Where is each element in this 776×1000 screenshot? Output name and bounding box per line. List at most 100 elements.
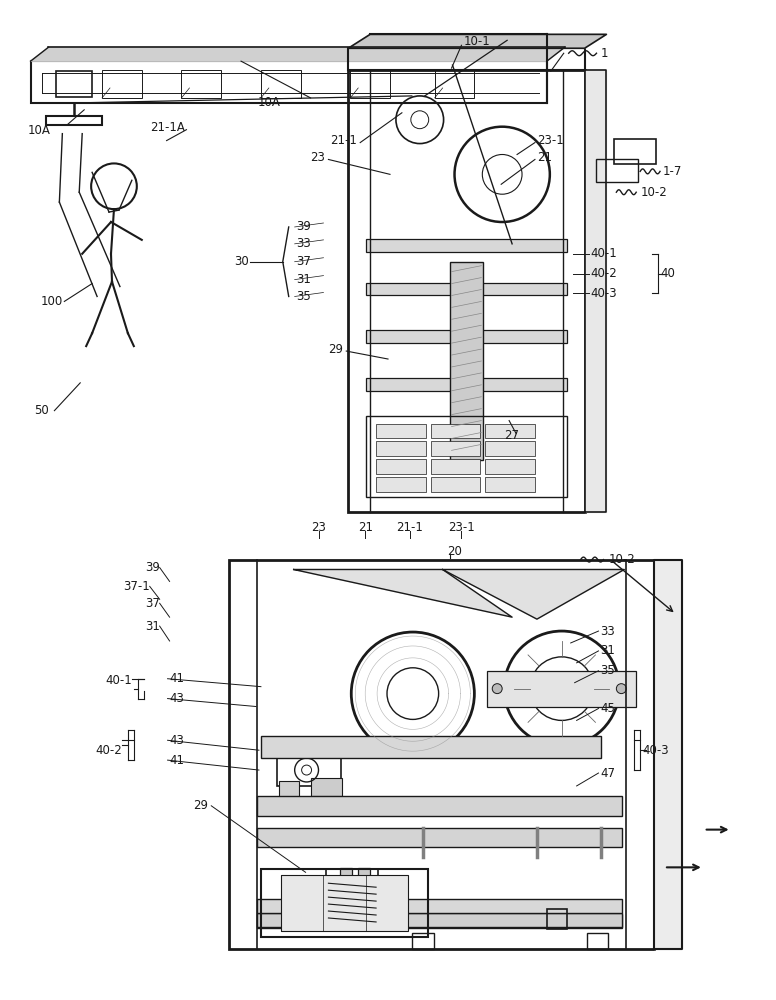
Bar: [376, 477, 426, 492]
Bar: [487, 671, 636, 707]
Text: 35: 35: [296, 290, 311, 303]
Text: 47: 47: [601, 767, 615, 780]
Circle shape: [616, 684, 626, 694]
Text: 23-1: 23-1: [448, 521, 475, 534]
Text: 43: 43: [170, 692, 185, 705]
Bar: [366, 378, 566, 391]
Bar: [412, 933, 434, 949]
Bar: [257, 796, 622, 816]
Text: 37-1: 37-1: [123, 580, 150, 593]
Bar: [366, 330, 566, 343]
Bar: [547, 909, 566, 929]
Text: 21-1A: 21-1A: [150, 121, 185, 134]
Bar: [348, 70, 584, 512]
Text: 1-7: 1-7: [663, 165, 682, 178]
Bar: [366, 239, 566, 252]
Bar: [102, 70, 142, 98]
Bar: [257, 914, 622, 928]
Text: 21: 21: [537, 151, 552, 164]
Text: 31: 31: [601, 644, 615, 657]
Bar: [257, 828, 622, 847]
Bar: [615, 139, 656, 164]
Bar: [350, 70, 390, 98]
Bar: [376, 424, 426, 438]
Text: 20: 20: [448, 545, 462, 558]
Bar: [261, 869, 428, 937]
Text: 50: 50: [35, 404, 50, 417]
Polygon shape: [348, 34, 606, 48]
Bar: [229, 560, 654, 949]
Text: 33: 33: [296, 237, 311, 250]
Polygon shape: [30, 47, 565, 61]
Polygon shape: [654, 560, 682, 949]
Bar: [281, 875, 408, 931]
Text: 40-2: 40-2: [591, 267, 617, 280]
Polygon shape: [293, 569, 512, 617]
Polygon shape: [442, 569, 625, 619]
Bar: [431, 424, 480, 438]
Bar: [485, 441, 535, 456]
Text: 40-2: 40-2: [95, 744, 122, 757]
Text: 40: 40: [660, 267, 675, 280]
Text: 21-1: 21-1: [331, 134, 357, 147]
Bar: [587, 933, 608, 949]
Bar: [182, 70, 221, 98]
Bar: [376, 441, 426, 456]
Text: 31: 31: [296, 273, 311, 286]
Text: 37: 37: [296, 255, 311, 268]
Text: 35: 35: [601, 664, 615, 677]
Text: 39: 39: [296, 220, 311, 233]
Text: 100: 100: [40, 295, 63, 308]
Text: 10A: 10A: [28, 124, 50, 137]
Bar: [261, 736, 601, 758]
Polygon shape: [584, 70, 606, 512]
Bar: [257, 899, 622, 913]
Bar: [327, 869, 378, 921]
Bar: [257, 913, 622, 927]
Bar: [277, 746, 341, 786]
Text: 27: 27: [504, 429, 519, 442]
Bar: [431, 477, 480, 492]
Bar: [597, 159, 638, 182]
Text: 23-1: 23-1: [537, 134, 563, 147]
Text: 40-1: 40-1: [105, 674, 132, 687]
Text: 23: 23: [310, 151, 325, 164]
Bar: [431, 441, 480, 456]
Text: 23: 23: [311, 521, 326, 534]
Text: 30: 30: [234, 255, 249, 268]
Text: 37: 37: [145, 597, 160, 610]
Text: 29: 29: [193, 799, 209, 812]
Bar: [449, 262, 483, 460]
Text: 40-1: 40-1: [591, 247, 617, 260]
Bar: [431, 459, 480, 474]
Circle shape: [492, 684, 502, 694]
Bar: [366, 283, 566, 295]
Text: 40-3: 40-3: [591, 287, 617, 300]
Bar: [310, 778, 342, 796]
Text: 39: 39: [145, 561, 160, 574]
Text: 21-1: 21-1: [397, 521, 423, 534]
Bar: [261, 70, 300, 98]
Bar: [341, 868, 352, 928]
Bar: [485, 424, 535, 438]
Text: 1: 1: [601, 47, 608, 60]
Text: 45: 45: [601, 702, 615, 715]
Text: 31: 31: [145, 620, 160, 633]
Text: 10-2: 10-2: [640, 186, 667, 199]
Text: 29: 29: [328, 343, 344, 356]
Bar: [366, 416, 566, 497]
Bar: [279, 781, 299, 803]
Text: 41: 41: [170, 754, 185, 767]
Text: 43: 43: [170, 734, 185, 747]
Text: 40-3: 40-3: [643, 744, 669, 757]
Bar: [30, 61, 547, 103]
Bar: [359, 868, 370, 928]
Text: 33: 33: [601, 625, 615, 638]
Bar: [485, 459, 535, 474]
Bar: [435, 70, 474, 98]
Bar: [57, 71, 92, 97]
Bar: [47, 116, 102, 125]
Bar: [348, 48, 584, 70]
Text: 10-1: 10-1: [463, 35, 490, 48]
Text: 21: 21: [358, 521, 372, 534]
